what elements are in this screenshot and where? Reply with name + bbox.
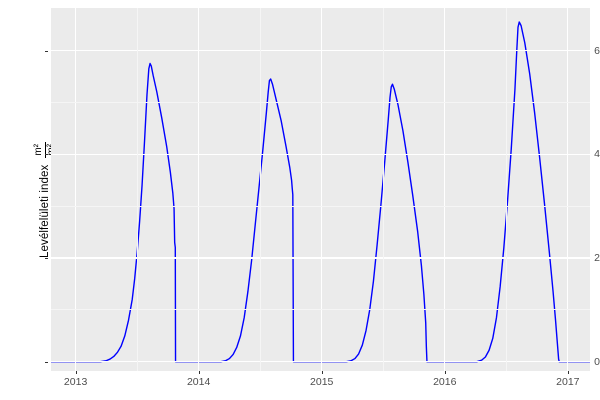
gridline-vertical-minor	[505, 8, 507, 371]
x-tick-mark	[75, 371, 77, 374]
y-tick-label: 4	[594, 148, 600, 161]
gridline-horizontal-minor	[51, 309, 590, 311]
y-tick-mark	[45, 50, 48, 52]
x-tick-mark	[321, 371, 323, 374]
y-tick-mark	[45, 154, 48, 156]
gridline-vertical-minor	[136, 8, 138, 371]
y-tick-label: 2	[594, 251, 600, 264]
gridline-horizontal	[51, 361, 590, 363]
x-tick-mark	[567, 371, 569, 374]
gridline-vertical	[444, 8, 446, 371]
gridline-horizontal-minor	[51, 205, 590, 207]
gridline-vertical	[321, 8, 323, 371]
gridline-vertical	[75, 8, 77, 371]
gridline-vertical-minor	[259, 8, 261, 371]
x-tick-label: 2014	[186, 376, 211, 388]
y-axis-units-numerator: m²	[32, 144, 44, 156]
x-tick-label: 2016	[433, 376, 457, 388]
gridline-horizontal	[51, 153, 590, 155]
x-tick-label: 2013	[63, 376, 88, 388]
gridline-vertical	[198, 8, 200, 371]
y-tick-mark	[45, 361, 48, 363]
x-tick-label: 2015	[310, 376, 334, 388]
y-tick-mark	[45, 257, 48, 259]
gridline-horizontal-minor	[51, 102, 590, 103]
gridline-vertical	[567, 8, 569, 371]
gridline-vertical-minor	[382, 8, 384, 371]
y-tick-label: 0	[594, 355, 600, 368]
x-tick-mark	[198, 371, 200, 374]
gridline-horizontal	[51, 257, 590, 259]
plot-panel	[51, 8, 590, 371]
x-tick-mark	[444, 371, 446, 374]
y-axis-title-text: Levélfelületi index	[39, 164, 51, 258]
x-tick-label: 2017	[556, 376, 580, 388]
y-tick-label: 6	[594, 44, 600, 57]
gridline-horizontal	[51, 49, 590, 52]
